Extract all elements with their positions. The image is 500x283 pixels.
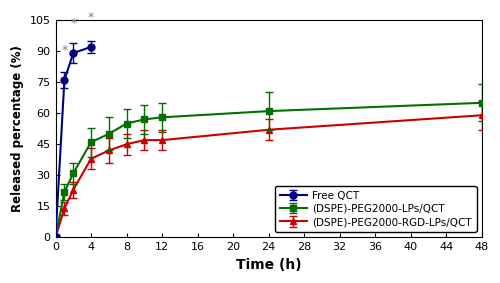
Y-axis label: Released percentage (%): Released percentage (%) (11, 45, 24, 212)
X-axis label: Time (h): Time (h) (236, 258, 302, 272)
Text: *: * (88, 11, 94, 24)
Legend: Free QCT, (DSPE)-PEG2000-LPs/QCT, (DSPE)-PEG2000-RGD-LPs/QCT: Free QCT, (DSPE)-PEG2000-LPs/QCT, (DSPE)… (276, 186, 476, 232)
Text: *: * (70, 17, 76, 30)
Text: *: * (62, 44, 68, 57)
